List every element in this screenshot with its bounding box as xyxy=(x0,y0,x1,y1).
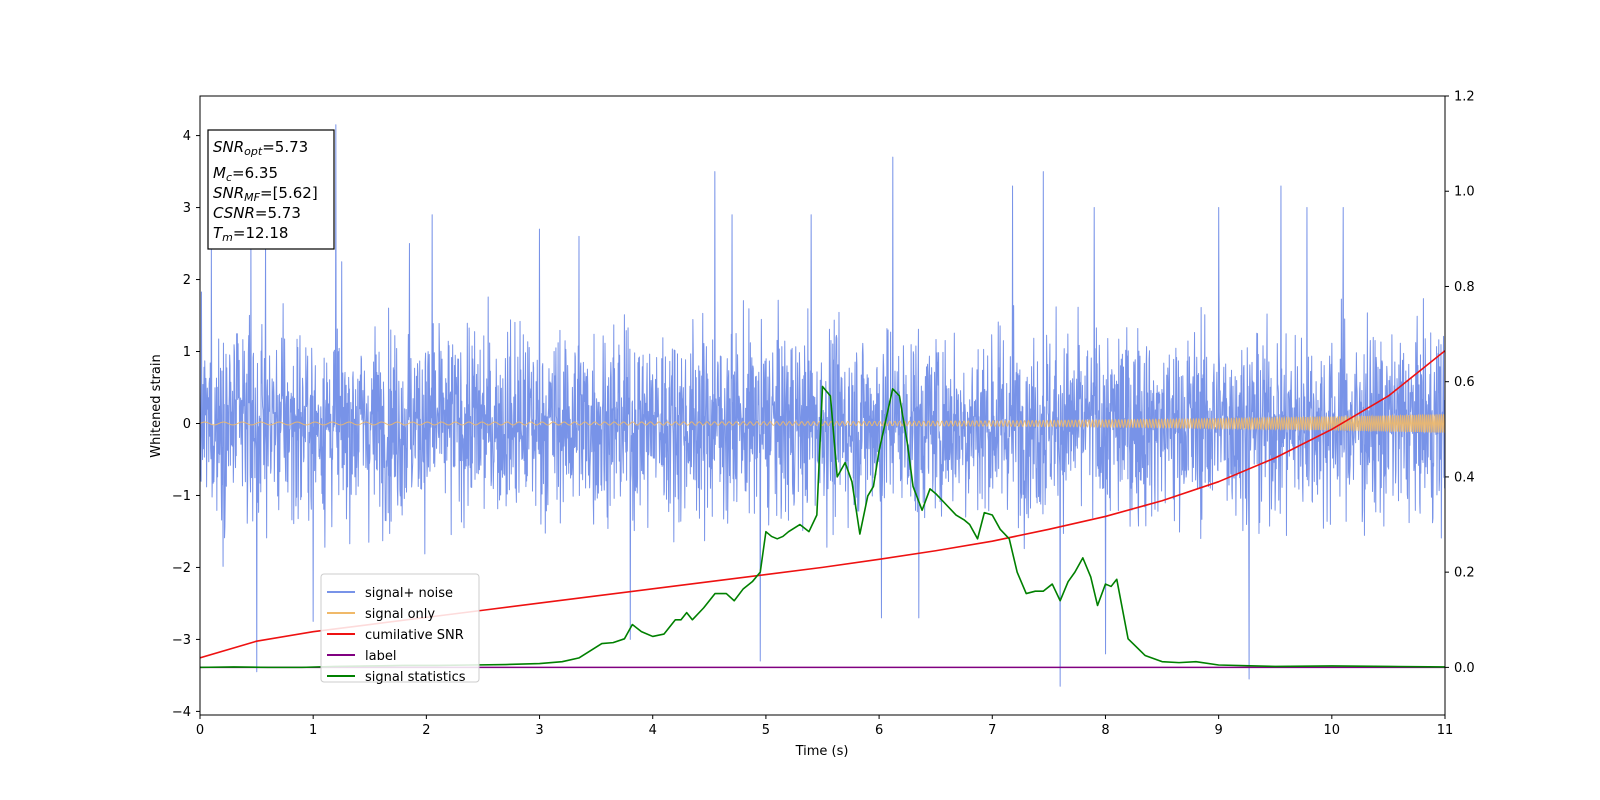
y-tick-label: 1 xyxy=(183,345,191,360)
y-tick-label: −1 xyxy=(172,489,191,504)
mc-text: Mc=6.35 xyxy=(213,164,278,184)
annotation-box: SNRopt=5.73 Mc=6.35 SNRMF=[5.62] CSNR=5.… xyxy=(207,129,335,250)
y-tick-label: −4 xyxy=(172,705,191,720)
snr-mf-text: SNRMF=[5.62] xyxy=(213,184,318,204)
x-tick-label: 6 xyxy=(875,723,883,738)
signal-only-line xyxy=(200,413,1445,434)
signal-only-series xyxy=(200,413,1445,434)
legend-label: signal+ noise xyxy=(365,586,453,601)
y2-tick-label: 1.2 xyxy=(1454,90,1475,105)
y-tick-label: −3 xyxy=(172,633,191,648)
annotation-frame xyxy=(207,129,335,250)
x-tick-label: 0 xyxy=(196,723,204,738)
signal-statistics-line xyxy=(200,385,1445,669)
snr-opt-text: SNRopt=5.73 xyxy=(213,138,308,158)
legend: signal+ noise signal only cumilative SNR la… xyxy=(320,573,480,685)
legend-label: signal statistics xyxy=(365,670,466,685)
legend-label: signal only xyxy=(365,607,435,622)
x-tick-label: 2 xyxy=(422,723,430,738)
y-tick-label: 4 xyxy=(183,129,191,144)
x-axis-label: Time (s) xyxy=(795,744,849,759)
x-tick-label: 9 xyxy=(1214,723,1222,738)
x-tick-label: 3 xyxy=(535,723,543,738)
tm-text: Tm=12.18 xyxy=(213,224,288,244)
y2-tick-label: 0.6 xyxy=(1454,375,1475,390)
x-tick-label: 5 xyxy=(762,723,770,738)
legend-label: cumilative SNR xyxy=(365,628,464,643)
legend-label: label xyxy=(365,649,396,664)
y2-tick-label: 1.0 xyxy=(1454,185,1475,200)
y2-tick-label: 0.2 xyxy=(1454,566,1475,581)
csnr-text: CSNR=5.73 xyxy=(213,204,301,222)
x-tick-label: 10 xyxy=(1324,723,1341,738)
y2-tick-label: 0.4 xyxy=(1454,470,1475,485)
x-tick-label: 8 xyxy=(1101,723,1109,738)
x-tick-label: 4 xyxy=(649,723,657,738)
axes: 0 1 2 3 4 5 6 7 8 9 10 11 −4 −3 −2 −1 0 1 2 3 4 0.0 0.2 0.4 0.6 0… xyxy=(172,90,1475,739)
legend-frame xyxy=(320,573,480,683)
y2-tick-label: 0.8 xyxy=(1454,280,1475,295)
x-tick-label: 7 xyxy=(988,723,996,738)
signal-noise-line xyxy=(200,124,1445,687)
y-tick-label: −2 xyxy=(172,561,191,576)
x-tick-label: 11 xyxy=(1437,723,1454,738)
y-tick-label: 0 xyxy=(183,417,191,432)
y-axis-label: Whitened strain xyxy=(149,354,164,457)
y-tick-label: 2 xyxy=(183,273,191,288)
y-tick-label: 3 xyxy=(183,201,191,216)
y2-tick-label: 0.0 xyxy=(1454,661,1475,676)
x-tick-label: 1 xyxy=(309,723,317,738)
signal-noise-series xyxy=(200,124,1445,687)
plot-frame xyxy=(199,95,1446,716)
